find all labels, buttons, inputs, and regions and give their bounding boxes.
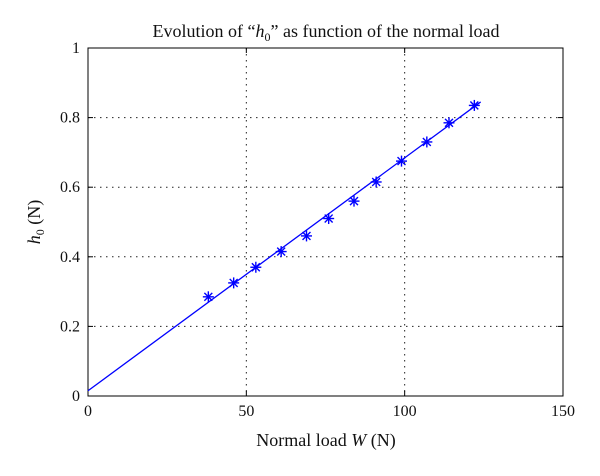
data-point bbox=[301, 230, 312, 242]
y-axis-label-unit: (N) bbox=[24, 200, 45, 230]
y-axis-label-var: h bbox=[24, 235, 44, 244]
chart-title-before: Evolution of “ bbox=[153, 21, 256, 41]
data-point bbox=[202, 291, 214, 303]
x-tick-label: 100 bbox=[393, 403, 417, 420]
y-tick-label: 1 bbox=[72, 40, 80, 57]
y-tick-label: 0.6 bbox=[60, 179, 80, 196]
chart-title-after: ” as function of the normal load bbox=[271, 21, 500, 41]
data-point bbox=[421, 136, 433, 148]
x-tick-label: 0 bbox=[84, 403, 92, 420]
data-point bbox=[468, 99, 480, 111]
x-axis-label-unit: (N) bbox=[366, 430, 396, 451]
x-axis-label-text: Normal load bbox=[256, 430, 351, 450]
data-point bbox=[323, 213, 335, 225]
plot-axes bbox=[87, 47, 564, 397]
x-axis-label-var: W bbox=[351, 430, 368, 450]
x-axis-label: Normal load W (N) bbox=[256, 430, 395, 451]
y-tick-label: 0.8 bbox=[60, 110, 80, 127]
y-axis-label-sub: 0 bbox=[33, 229, 47, 235]
x-tick-label: 50 bbox=[238, 403, 254, 420]
data-layer bbox=[87, 99, 482, 392]
chart-title-var: h bbox=[256, 21, 265, 41]
grid-lines bbox=[88, 48, 563, 396]
plot-frame bbox=[87, 47, 564, 397]
data-point bbox=[370, 176, 382, 188]
y-axis-label: h0 (N) bbox=[24, 200, 47, 245]
chart-title-sub: 0 bbox=[265, 30, 271, 44]
fit-line bbox=[87, 101, 482, 392]
y-tick-label: 0 bbox=[72, 388, 80, 405]
data-point bbox=[396, 155, 407, 167]
data-point bbox=[443, 117, 455, 129]
data-point bbox=[348, 195, 360, 207]
tick-labels: 0 50 100 150 0 0.2 0.4 0.6 0.8 1 bbox=[60, 40, 575, 420]
y-tick-label: 0.2 bbox=[60, 318, 80, 335]
data-point bbox=[228, 277, 240, 289]
y-tick-label: 0.4 bbox=[60, 249, 80, 266]
data-point bbox=[275, 246, 287, 258]
chart-title: Evolution of “h0” as function of the nor… bbox=[153, 21, 500, 44]
data-point bbox=[250, 261, 262, 273]
x-tick-label: 150 bbox=[551, 403, 575, 420]
